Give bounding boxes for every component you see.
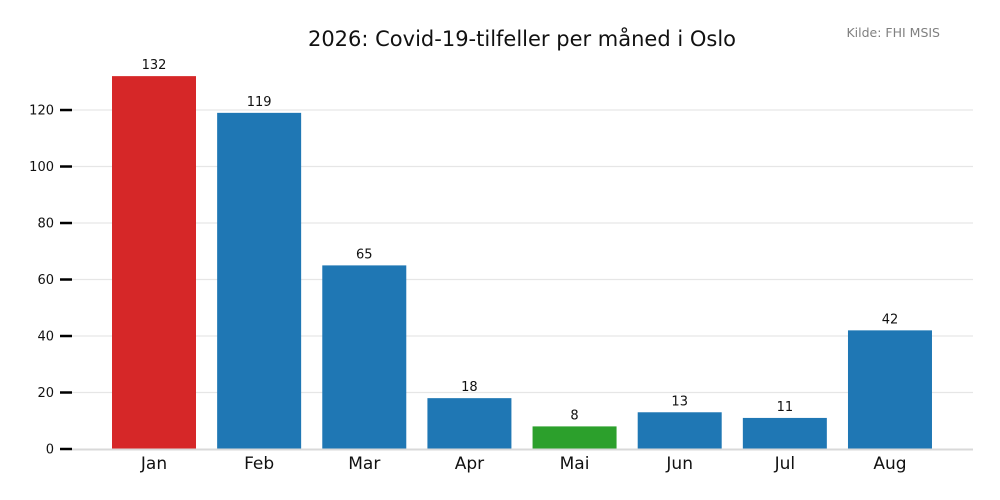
x-tick-label-jul: Jul [774,454,796,474]
bar-mai [532,426,617,449]
data-label-mar: 65 [356,247,373,262]
y-tick-label: 20 [37,386,54,401]
x-axis: Jan Feb Mar Apr Mai Jun Jul Aug [72,448,973,474]
y-tick-label: 40 [37,330,54,345]
bar-mar [322,265,407,449]
source-note: Kilde: FHI MSIS [846,25,940,40]
bar-aug [847,330,932,449]
bar-jan [112,76,196,449]
x-tick-label-feb: Feb [244,454,274,474]
bars [112,76,932,450]
bar-feb [217,112,302,450]
x-tick-label-jun: Jun [665,454,693,474]
data-label-jul: 11 [777,400,794,415]
y-tick-label: 60 [37,273,54,288]
x-tick-label-jan: Jan [140,454,167,474]
bar-apr [427,398,512,449]
y-tick-label: 0 [46,443,54,458]
data-label-aug: 42 [882,312,899,327]
x-tick-label-mar: Mar [348,454,380,474]
bar-jul [742,417,827,449]
data-labels: 132 119 65 18 8 13 11 42 [142,58,899,423]
y-tick-label: 80 [37,217,54,232]
data-label-mai: 8 [570,408,578,423]
y-axis: 0 20 40 60 80 100 120 [29,104,72,458]
chart-title: 2026: Covid-19-tilfeller per måned i Osl… [308,26,736,51]
gridlines [72,109,973,394]
x-tick-label-mai: Mai [560,454,590,474]
y-tick-label: 100 [29,160,54,175]
data-label-feb: 119 [247,95,272,110]
data-label-jun: 13 [671,394,688,409]
y-tick-label: 120 [29,104,54,119]
data-label-apr: 18 [461,380,478,395]
x-tick-label-aug: Aug [873,454,906,474]
x-tick-label-apr: Apr [455,454,484,474]
data-label-jan: 132 [142,58,167,73]
bar-jun [637,412,722,449]
